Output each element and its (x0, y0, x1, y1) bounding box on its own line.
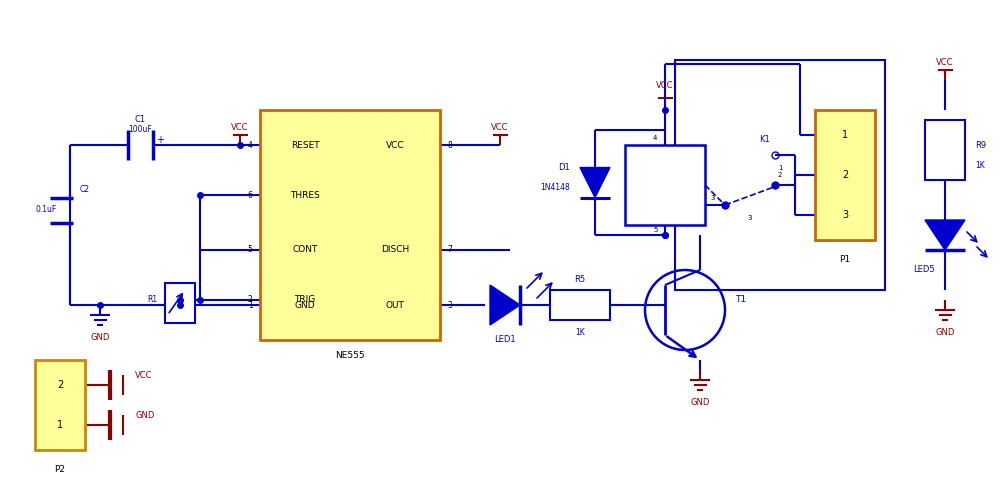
Text: 6: 6 (248, 190, 252, 200)
Text: 1: 1 (57, 420, 63, 430)
Text: 2: 2 (248, 296, 252, 304)
Text: 1: 1 (842, 130, 848, 140)
Text: 3: 3 (710, 194, 714, 200)
Text: T1: T1 (735, 296, 746, 304)
Text: 2: 2 (57, 380, 63, 390)
Text: R5: R5 (574, 276, 586, 284)
Text: 1N4148: 1N4148 (540, 183, 570, 192)
Text: 1K: 1K (975, 160, 985, 170)
Polygon shape (490, 285, 520, 325)
Text: R1: R1 (147, 296, 158, 304)
Text: 2: 2 (842, 170, 848, 180)
Text: P1: P1 (839, 256, 851, 264)
Text: 3: 3 (748, 214, 752, 220)
Text: OUT: OUT (386, 300, 404, 310)
Text: P2: P2 (54, 466, 66, 474)
Bar (35, 360, 85, 450)
Text: K1: K1 (760, 136, 770, 144)
Text: THRES: THRES (290, 190, 320, 200)
Text: C1: C1 (134, 116, 146, 124)
Text: D1: D1 (558, 163, 570, 172)
Text: 100uF: 100uF (128, 126, 152, 134)
Text: VCC: VCC (656, 80, 674, 90)
Bar (675, 60, 885, 290)
Bar (260, 110, 440, 340)
Text: 4: 4 (653, 134, 658, 140)
Text: 1: 1 (248, 300, 252, 310)
Bar (165, 282, 195, 323)
Text: R9: R9 (975, 140, 986, 149)
Text: 0.1uF: 0.1uF (35, 206, 56, 214)
Text: GND: GND (135, 410, 154, 420)
Text: 8: 8 (448, 140, 452, 149)
Text: GND: GND (690, 398, 710, 407)
Text: DISCH: DISCH (381, 246, 409, 254)
Bar (925, 120, 965, 180)
Bar (815, 110, 875, 240)
Text: C2: C2 (80, 186, 90, 194)
Text: +: + (156, 135, 164, 145)
Text: RESET: RESET (291, 140, 319, 149)
Polygon shape (580, 168, 610, 198)
Text: NE555: NE555 (335, 350, 365, 360)
Text: 2: 2 (778, 172, 782, 178)
Text: 7: 7 (448, 246, 452, 254)
Text: GND: GND (90, 333, 110, 342)
Text: VCC: VCC (491, 123, 509, 132)
Text: 5: 5 (248, 246, 252, 254)
Bar (550, 290, 610, 320)
Text: CONT: CONT (292, 246, 318, 254)
Text: VCC: VCC (936, 58, 954, 67)
Text: VCC: VCC (386, 140, 404, 149)
Text: LED5: LED5 (913, 266, 935, 274)
Text: 1K: 1K (575, 328, 585, 337)
Text: VCC: VCC (135, 370, 152, 380)
Text: LED1: LED1 (494, 336, 516, 344)
Text: VCC: VCC (231, 123, 249, 132)
Text: 3: 3 (448, 300, 452, 310)
Text: GND: GND (295, 300, 315, 310)
Text: 5: 5 (653, 227, 658, 233)
Text: 4: 4 (248, 140, 252, 149)
Text: 3: 3 (842, 210, 848, 220)
Text: GND: GND (935, 328, 955, 337)
Text: TRIG: TRIG (294, 296, 316, 304)
Polygon shape (925, 220, 965, 250)
Bar (625, 145, 705, 225)
Text: 1: 1 (778, 164, 782, 170)
